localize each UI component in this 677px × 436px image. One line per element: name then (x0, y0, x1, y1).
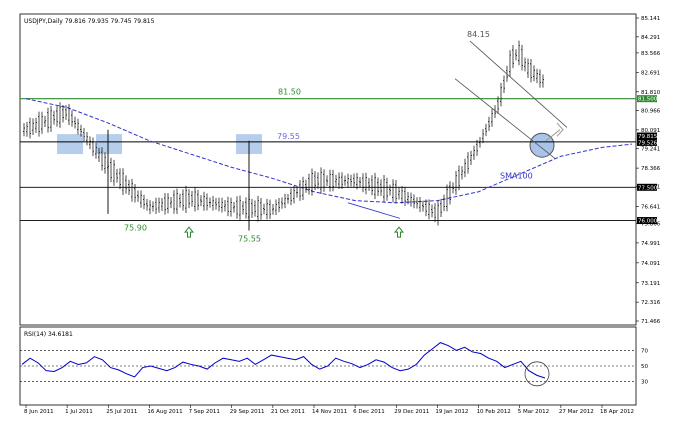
price-y-tick-label: 72.316 (641, 300, 661, 306)
price-label-box (637, 138, 657, 146)
low-trendline (347, 202, 401, 219)
rsi-y-tick-label: 70 (641, 348, 648, 354)
price-y-tick-label: 74.091 (641, 261, 660, 267)
x-tick-label: 25 Jul 2011 (106, 409, 137, 415)
price-y-tick-label: 83.566 (641, 51, 661, 57)
rsi-y-tick-label: 50 (641, 364, 648, 370)
price-y-tick-label: 85.141 (641, 16, 660, 22)
projection-arrow (545, 129, 561, 142)
channel-upper-line (469, 40, 568, 128)
price-label-box (637, 132, 657, 140)
x-tick-label: 14 Nov 2011 (312, 409, 347, 415)
price-label-box (637, 183, 657, 191)
support-zone-highlight (57, 134, 83, 155)
up-arrow-icon (393, 226, 405, 238)
rsi-chart-title: RSI(14) 34.6181 (24, 331, 73, 338)
x-tick-label: 7 Sep 2011 (189, 409, 220, 415)
annotation-75.55: 75.55 (238, 235, 261, 244)
rsi-line (21, 342, 546, 379)
price-label: 77.500 (638, 185, 658, 191)
x-tick-label: 6 Dec 2011 (353, 409, 385, 415)
x-tick-label: 29 Dec 2011 (394, 409, 429, 415)
annotation-79.55: 79.55 (277, 132, 300, 141)
price-y-tick-label: 82.691 (641, 70, 660, 76)
rsi-y-tick-label: 30 (641, 380, 648, 386)
annotation-sma100: SMA100 (500, 171, 533, 180)
sma100-line (25, 98, 633, 204)
price-chart-title: USDJPY,Daily 79.816 79.935 79.745 79.815 (24, 18, 155, 25)
price-label: 79.815 (638, 134, 658, 140)
x-tick-label: 10 Feb 2012 (477, 409, 511, 415)
price-y-tick-label: 80.966 (641, 109, 661, 115)
price-y-tick-label: 73.191 (641, 281, 660, 287)
price-y-tick-label: 71.466 (641, 319, 661, 325)
price-y-tick-label: 76.641 (641, 204, 660, 210)
up-arrow-icon (183, 226, 195, 238)
price-y-tick-label: 80.091 (641, 128, 660, 134)
x-tick-label: 27 Mar 2012 (559, 409, 594, 415)
price-y-tick-label: 79.241 (641, 147, 660, 153)
annotation-81.50: 81.50 (278, 88, 301, 97)
x-tick-label: 29 Sep 2011 (230, 409, 265, 415)
price-label: 79.526 (638, 140, 658, 146)
price-label-box (637, 217, 657, 225)
channel-lower-line (454, 78, 556, 159)
projection-arrow-head (556, 122, 564, 137)
x-tick-label: 18 Apr 2012 (600, 409, 634, 415)
price-y-tick-label: 78.366 (641, 166, 661, 172)
price-y-tick-label: 74.991 (641, 241, 660, 247)
annotation-84.15: 84.15 (467, 30, 490, 39)
price-y-tick-label: 75.866 (641, 222, 661, 228)
price-panel-frame (19, 13, 637, 326)
price-label-box (637, 95, 657, 103)
price-label: 81.500 (638, 97, 658, 103)
price-y-tick-label: 81.810 (641, 90, 661, 96)
annotation-75.90: 75.90 (124, 224, 147, 233)
x-tick-label: 19 Jan 2012 (435, 409, 468, 415)
x-tick-label: 8 Jun 2011 (24, 409, 54, 415)
support-zone-highlight (96, 134, 122, 155)
x-tick-label: 21 Oct 2011 (271, 409, 305, 415)
x-tick-label: 5 Mar 2012 (518, 409, 549, 415)
rsi-highlight-circle (524, 361, 550, 387)
price-label: 76.000 (638, 219, 658, 225)
x-tick-label: 1 Jul 2011 (65, 409, 93, 415)
x-tick-label: 16 Aug 2011 (147, 409, 182, 415)
price-y-tick-label: 84.291 (641, 35, 660, 41)
